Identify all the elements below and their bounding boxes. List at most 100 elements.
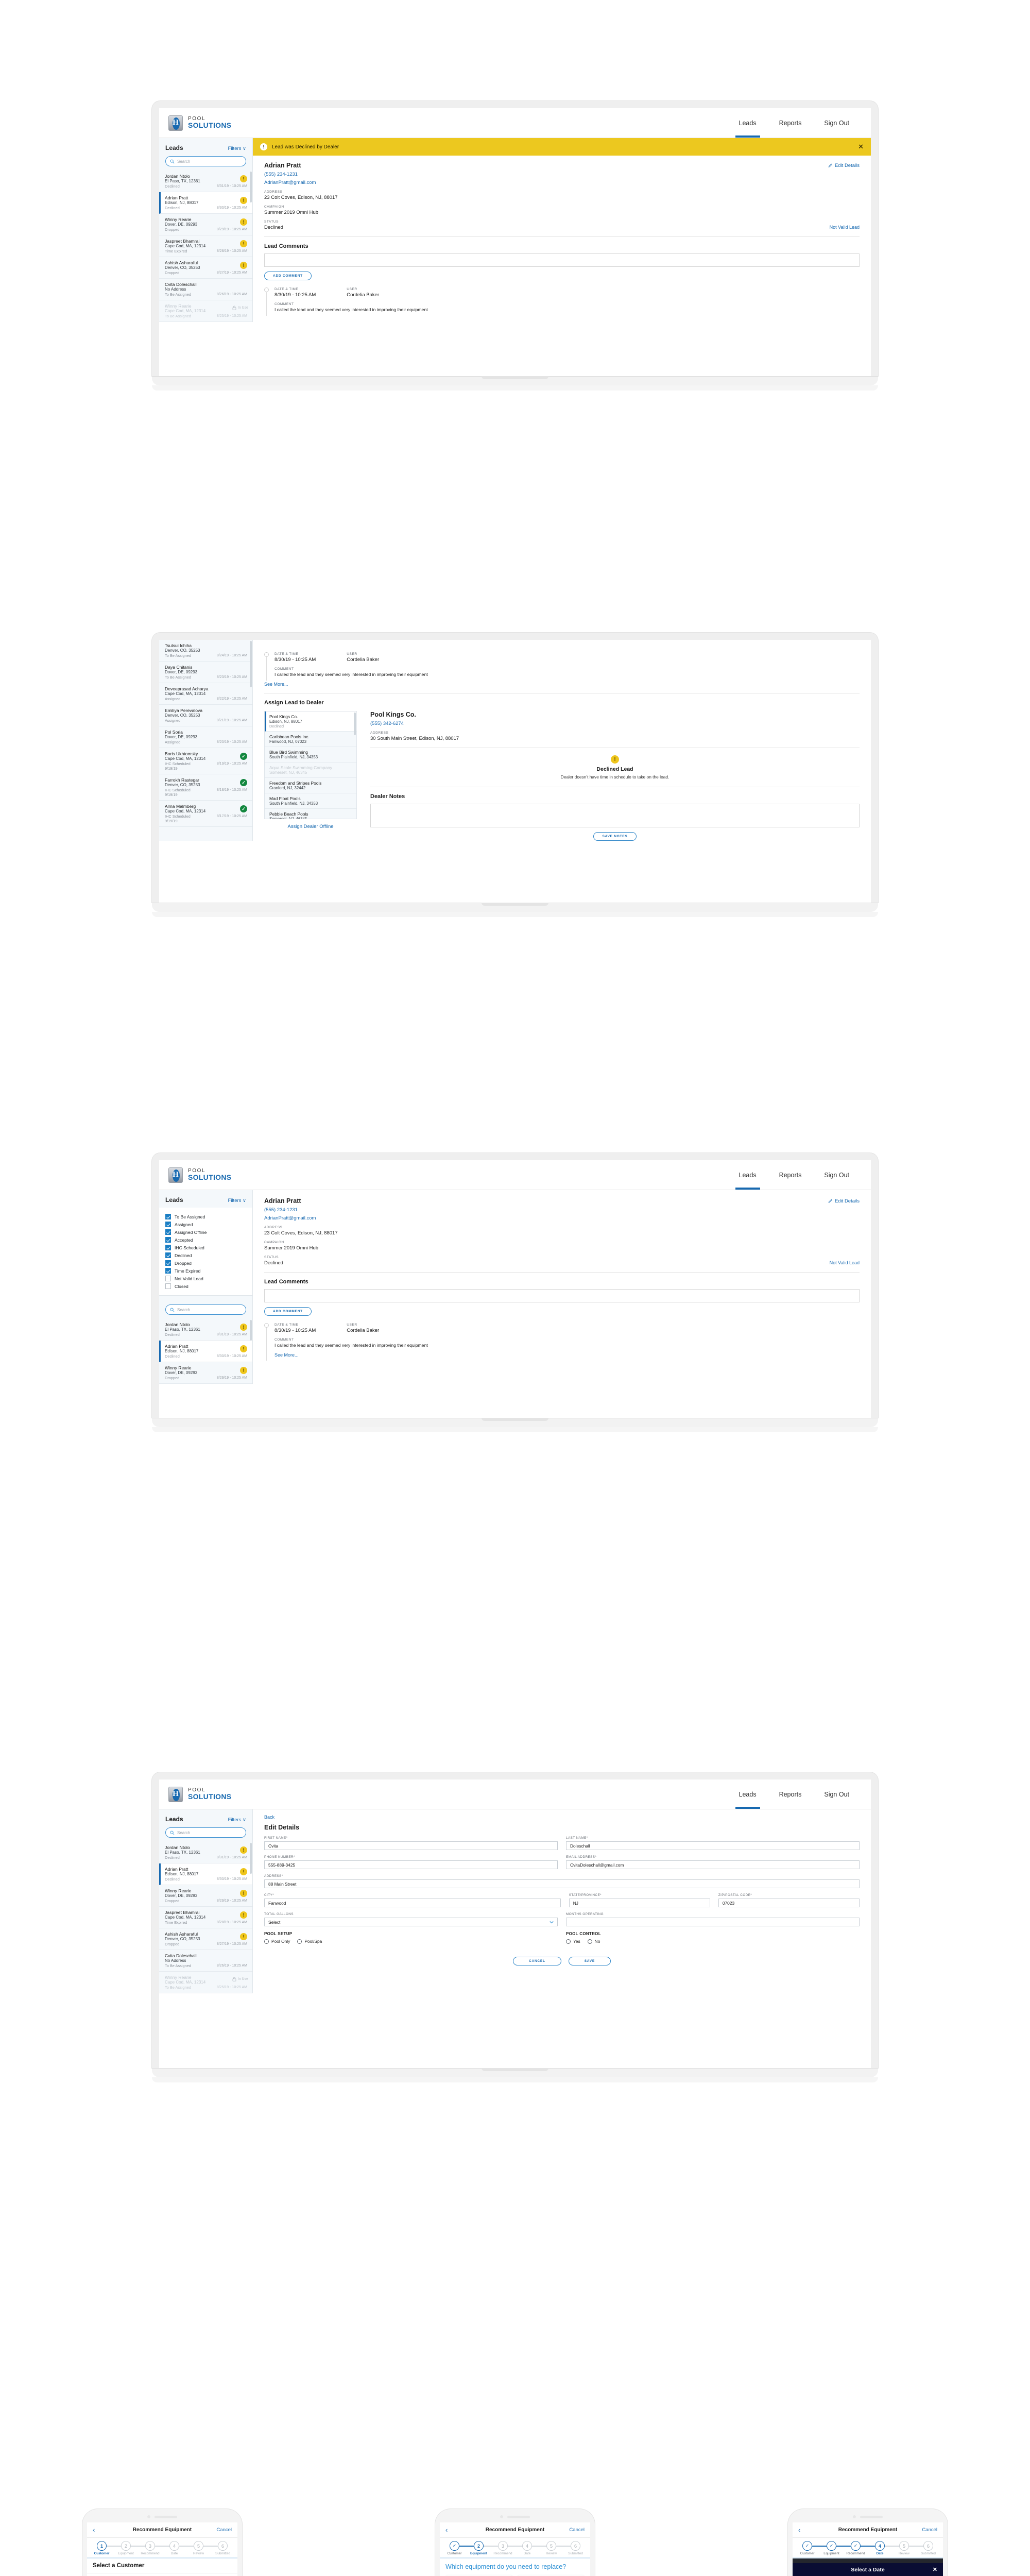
wizard-step-recommend[interactable]: 3 Recommend	[126, 2541, 162, 2555]
list-scrollbar[interactable]	[250, 1320, 252, 1341]
lead-list-item[interactable]: ! Jaspreet Bhamrai Cape Cod, MA, 12314 Time…	[159, 235, 252, 257]
lead-list-item[interactable]: ✓ Boris Ukhtomsky Cape Cod, MA, 12314 IHC S…	[159, 748, 252, 774]
radio-pool-only[interactable]: Pool Only	[264, 1939, 290, 1944]
cancel-button[interactable]: Cancel	[569, 2527, 585, 2533]
filter-option[interactable]: Time Expired	[165, 1268, 246, 1274]
filter-checkbox[interactable]	[165, 1283, 171, 1289]
filters-toggle[interactable]: Filters ∨	[228, 1198, 246, 1204]
filter-checkbox[interactable]	[165, 1229, 171, 1235]
lead-list-item[interactable]: Tsutsui Ichiha Denver, CO, 35253 To Be Ass…	[159, 640, 252, 662]
nav-item-leads[interactable]: Leads	[735, 1780, 760, 1809]
add-comment-button[interactable]: ADD COMMENT	[264, 1307, 312, 1316]
cancel-button[interactable]: Cancel	[216, 2527, 232, 2533]
filters-toggle[interactable]: Filters ∨	[228, 146, 246, 151]
lead-list-item[interactable]: ! Ashish Asharaful Denver, CO, 35253 Droppe…	[159, 1928, 252, 1950]
wizard-step-equipment[interactable]: 2 Equipment	[454, 2541, 491, 2555]
wizard-step-recommend[interactable]: ✓ Recommend	[831, 2541, 868, 2555]
search-input[interactable]: Search	[165, 1827, 246, 1838]
lead-list[interactable]: ! Jordan Ntolo El Paso, TX, 12361 Declined 8…	[159, 171, 252, 322]
phone-input[interactable]: 555-889-3425	[264, 1860, 558, 1869]
list-scrollbar[interactable]	[250, 641, 252, 687]
not-valid-lead-link[interactable]: Not Valid Lead	[829, 1260, 860, 1265]
wizard-step-customer[interactable]: 1 Customer	[90, 2541, 114, 2555]
lead-list[interactable]: ! Jordan Ntolo El Paso, TX, 12361 Declined 8…	[159, 1319, 252, 1384]
filter-option[interactable]: IHC Scheduled	[165, 1245, 246, 1250]
dealer-list-item[interactable]: Aqua Scale Swimming Company Somerset, NJ,…	[265, 762, 356, 778]
status-filter-panel[interactable]: To Be Assigned Assigned Assigned Offline Ac…	[159, 1208, 252, 1296]
wizard-step-customer[interactable]: ✓ Customer	[795, 2541, 819, 2555]
wizard-step-equipment[interactable]: 2 Equipment	[101, 2541, 138, 2555]
lead-list-item[interactable]: ! Adrian Pratt Edison, NJ, 88017 Declined 8/…	[159, 1341, 252, 1362]
state-input[interactable]: NJ	[569, 1899, 710, 1907]
edit-details-button[interactable]: Edit Details	[828, 163, 860, 168]
filter-option[interactable]: Closed	[165, 1283, 246, 1289]
wizard-step-date[interactable]: 4 Date	[855, 2541, 892, 2555]
save-button[interactable]: SAVE	[568, 1957, 611, 1965]
close-icon[interactable]: ✕	[932, 2567, 937, 2573]
dealer-list[interactable]: Pool Kings Co. Edison, NJ, 88017 Declined C…	[264, 711, 357, 820]
wizard-step-date[interactable]: 4 Date	[503, 2541, 539, 2555]
lead-list-item[interactable]: Deveeprasad Acharya Cape Cod, MA, 12314 As…	[159, 683, 252, 705]
months-input[interactable]	[566, 1918, 860, 1926]
wizard-step-submitted[interactable]: 6 Submitted	[551, 2541, 588, 2555]
back-chevron-icon[interactable]: ‹	[798, 2526, 801, 2534]
lead-list-item[interactable]: ! Adrian Pratt Edison, NJ, 88017 Declined 8/…	[159, 192, 252, 214]
filter-option[interactable]: Declined	[165, 1252, 246, 1258]
not-valid-lead-link[interactable]: Not Valid Lead	[829, 225, 860, 230]
lead-list-item[interactable]: ! Winny Rearie Dover, DE, 09293 Dropped 8/29…	[159, 214, 252, 235]
list-scrollbar[interactable]	[250, 172, 252, 202]
filter-checkbox[interactable]	[165, 1245, 171, 1250]
dealer-list-item[interactable]: Freedom and Stripes Pools Cranford, NJ, 3…	[265, 778, 356, 794]
filter-option[interactable]: Assigned	[165, 1222, 246, 1227]
wizard-step-review[interactable]: 5 Review	[527, 2541, 563, 2555]
see-more-link[interactable]: See More...	[274, 1352, 299, 1358]
lead-list-item[interactable]: ! Jordan Ntolo El Paso, TX, 12361 Declined 8…	[159, 1319, 252, 1341]
lead-list-item[interactable]: In Use Winny Rearie Cape Cod, MA, 12314 To …	[159, 1972, 252, 1993]
lead-list-item[interactable]: Pol Soria Dover, DE, 09293 Assigned 8/20/19…	[159, 726, 252, 748]
filter-checkbox[interactable]	[165, 1252, 171, 1258]
radio-pool-spa[interactable]: Pool/Spa	[297, 1939, 322, 1944]
last-name-input[interactable]: Doleschall	[566, 1841, 860, 1850]
dealer-notes-textarea[interactable]	[370, 804, 860, 828]
alert-close-icon[interactable]: ✕	[858, 143, 864, 150]
lead-list[interactable]: ! Jordan Ntolo El Paso, TX, 12361 Declined 8…	[159, 1842, 252, 1993]
lead-phone[interactable]: (555) 234-1231	[264, 1207, 298, 1213]
filter-option[interactable]: Dropped	[165, 1260, 246, 1266]
equipment-card[interactable]: TriStar WaterfallWater Feature Pump	[517, 2575, 585, 2576]
filter-option[interactable]: Not Valid Lead	[165, 1276, 246, 1281]
lead-list-item[interactable]: In Use Winny Rearie Cape Cod, MA, 12314 To …	[159, 300, 252, 322]
cancel-button[interactable]: CANCEL	[513, 1957, 561, 1965]
nav-item-leads[interactable]: Leads	[735, 108, 760, 138]
wizard-step-submitted[interactable]: 6 Submitted	[904, 2541, 940, 2555]
wizard-step-review[interactable]: 5 Review	[174, 2541, 211, 2555]
dealer-list-item[interactable]: Mad Float Pools South Plainfield, NJ, 343…	[265, 793, 356, 809]
filter-checkbox[interactable]	[165, 1268, 171, 1274]
wizard-stepper[interactable]: ✓ Customer ✓ Equipment ✓ Recommend 4 Date 5 Revie…	[793, 2538, 943, 2558]
lead-list-item[interactable]: ! Winny Rearie Dover, DE, 09293 Dropped 8/29…	[159, 1362, 252, 1384]
nav-item-sign-out[interactable]: Sign Out	[824, 1171, 849, 1179]
dealer-list-item[interactable]: Pool Kings Co. Edison, NJ, 88017 Declined	[265, 711, 356, 732]
dealer-phone[interactable]: (555) 342-6274	[370, 721, 404, 727]
edit-details-button[interactable]: Edit Details	[828, 1198, 860, 1204]
filter-checkbox[interactable]	[165, 1276, 171, 1281]
lead-list-item[interactable]: ! Jordan Ntolo El Paso, TX, 12361 Declined 8…	[159, 1842, 252, 1863]
radio-control-no[interactable]: No	[587, 1939, 600, 1944]
filters-toggle[interactable]: Filters ∨	[228, 1817, 246, 1823]
filter-checkbox[interactable]	[165, 1260, 171, 1266]
cancel-button[interactable]: Cancel	[922, 2527, 937, 2533]
wizard-stepper[interactable]: 1 Customer 2 Equipment 3 Recommend 4 Date 5 Revie…	[87, 2538, 237, 2558]
lead-list-item[interactable]: ✓ Alma Malmberg Cape Cod, MA, 12314 IHC Sch…	[159, 801, 252, 827]
lead-list-item[interactable]: Cvita Doleschall No Address To Be Assigned…	[159, 279, 252, 300]
lead-list-item[interactable]: ✓ Farrokh Rastegar Denver, CO, 35253 IHC Sc…	[159, 774, 252, 801]
equipment-card-grid[interactable]: TriStar® VSCirculation Pump TriStar Water…	[440, 2572, 590, 2576]
nav-item-reports[interactable]: Reports	[779, 119, 802, 127]
zip-input[interactable]: 07023	[718, 1899, 860, 1907]
filter-option[interactable]: To Be Assigned	[165, 1214, 246, 1219]
assign-dealer-offline-link[interactable]: Assign Dealer Offline	[287, 824, 334, 830]
search-input[interactable]: Search	[165, 1304, 246, 1315]
lead-phone[interactable]: (555) 234-1231	[264, 172, 298, 177]
dealer-list-item[interactable]: Blue Bird Swimming South Plainfield, NJ, …	[265, 747, 356, 763]
back-chevron-icon[interactable]: ‹	[93, 2526, 95, 2534]
see-more-link[interactable]: See More...	[264, 682, 288, 687]
lead-email[interactable]: AdrianPratt@gmail.com	[264, 180, 316, 185]
